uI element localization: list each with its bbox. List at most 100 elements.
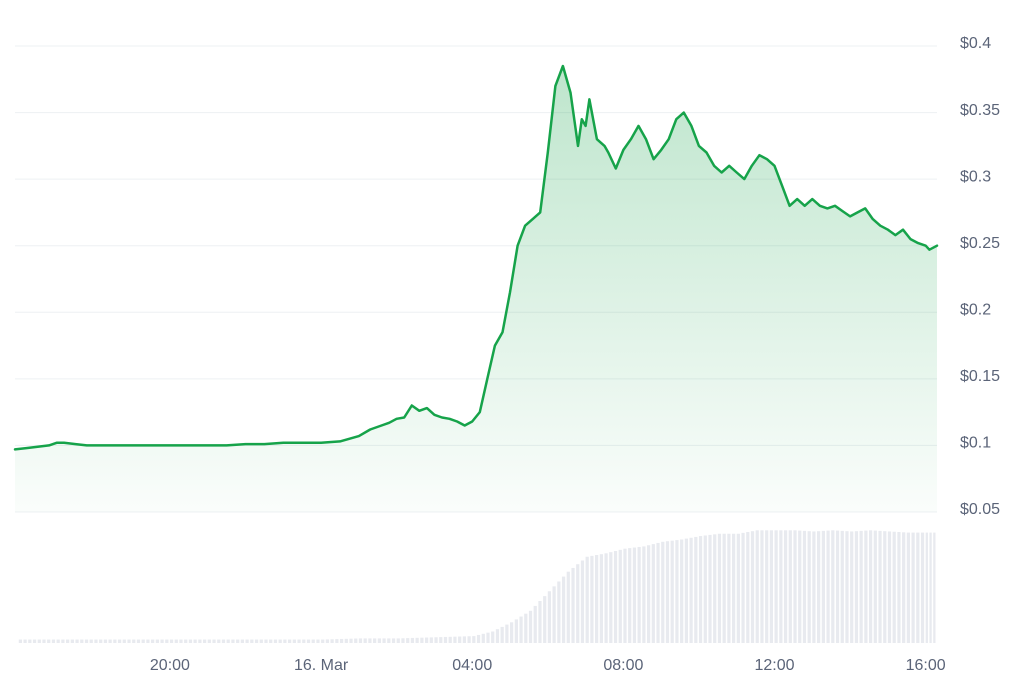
volume-bar bbox=[127, 639, 131, 643]
volume-bar bbox=[561, 576, 566, 643]
volume-bar bbox=[831, 530, 835, 643]
volume-bar bbox=[344, 638, 348, 643]
volume-bar bbox=[61, 639, 65, 643]
volume-bar bbox=[245, 639, 249, 643]
volume-bar bbox=[354, 638, 358, 643]
volume-bar bbox=[680, 539, 684, 643]
y-tick-label: $0.2 bbox=[960, 302, 991, 319]
volume-bar bbox=[887, 531, 892, 643]
price-line bbox=[13, 64, 939, 451]
volume-bar bbox=[155, 639, 159, 643]
volume-bar bbox=[448, 636, 452, 643]
volume-bar bbox=[99, 639, 103, 643]
volume-bar bbox=[694, 536, 698, 643]
volume-bar bbox=[51, 639, 56, 643]
volume-bar bbox=[510, 622, 514, 643]
volume-bar bbox=[169, 639, 174, 643]
volume-bar bbox=[505, 624, 509, 643]
volume-bar bbox=[349, 638, 353, 643]
volume-bar bbox=[486, 632, 490, 643]
volume-bar bbox=[202, 639, 207, 643]
volume-bar bbox=[429, 637, 433, 643]
volume-bar bbox=[420, 637, 424, 643]
volume-bar bbox=[75, 639, 79, 643]
volume-bar bbox=[732, 533, 736, 643]
volume-bar bbox=[160, 639, 164, 643]
volume-bar bbox=[472, 636, 476, 643]
volume-bar bbox=[528, 610, 533, 643]
volume-bar bbox=[273, 639, 278, 643]
volume-bar bbox=[689, 537, 693, 643]
x-tick-label: 16:00 bbox=[906, 657, 946, 674]
volume-bar bbox=[590, 555, 594, 643]
volume-bar bbox=[23, 639, 27, 643]
volume-bar bbox=[911, 532, 915, 643]
volume-bar bbox=[646, 545, 651, 643]
volume-bar bbox=[722, 533, 726, 643]
volume-bar bbox=[264, 639, 268, 643]
volume-bar bbox=[250, 639, 254, 643]
price-series-line bbox=[13, 64, 939, 451]
volume-bar bbox=[698, 536, 703, 643]
volume-bar bbox=[188, 639, 193, 643]
volume-bar bbox=[18, 639, 23, 643]
volume-bar bbox=[609, 552, 613, 643]
volume-bar bbox=[547, 591, 552, 643]
volume-bar bbox=[788, 530, 792, 643]
volume-bar bbox=[557, 581, 561, 643]
volume-bar bbox=[769, 530, 774, 643]
volume-bar bbox=[141, 639, 145, 643]
y-tick-label: $0.35 bbox=[960, 102, 1000, 119]
volume-bar bbox=[278, 639, 282, 643]
volume-bar bbox=[207, 639, 211, 643]
volume-bar bbox=[859, 530, 863, 643]
volume-bar bbox=[741, 532, 745, 643]
volume-bar bbox=[321, 639, 325, 643]
volume-bar bbox=[184, 639, 188, 643]
volume-bar bbox=[66, 639, 70, 643]
volume-bar bbox=[80, 639, 84, 643]
volume-bar bbox=[519, 616, 523, 643]
volume-bar bbox=[599, 554, 603, 643]
volume-bar bbox=[656, 542, 660, 643]
volume-bar bbox=[491, 631, 495, 643]
volume-bar bbox=[240, 639, 244, 643]
volume-bar bbox=[864, 530, 868, 643]
volume-bar bbox=[212, 639, 216, 643]
y-tick-label: $0.4 bbox=[960, 35, 991, 52]
volume-bar bbox=[920, 532, 925, 643]
volume-bar bbox=[325, 639, 330, 643]
volume-bar bbox=[89, 639, 93, 643]
volume-bar bbox=[835, 530, 840, 643]
volume-bar bbox=[179, 639, 183, 643]
volume-bar bbox=[462, 636, 466, 643]
volume-bar bbox=[916, 532, 920, 643]
volume-bar bbox=[387, 638, 391, 643]
volume-bar bbox=[406, 638, 410, 643]
volume-bar bbox=[396, 638, 400, 643]
volume-bar bbox=[897, 532, 901, 643]
x-tick-label: 20:00 bbox=[150, 657, 190, 674]
volume-bar bbox=[661, 541, 665, 643]
volume-bar bbox=[538, 601, 542, 643]
volume-bar bbox=[476, 634, 481, 643]
volume-bar bbox=[28, 639, 32, 643]
volume-bar bbox=[165, 639, 169, 643]
volume-bar bbox=[335, 639, 339, 643]
volume-bar bbox=[84, 639, 89, 643]
volume-bar bbox=[339, 638, 344, 643]
volume-bar bbox=[675, 540, 679, 643]
volume-bar bbox=[812, 531, 816, 643]
volume-bar bbox=[703, 535, 707, 643]
volume-bar bbox=[736, 533, 740, 643]
volume-bar bbox=[755, 530, 759, 643]
volume-bar bbox=[236, 639, 240, 643]
volume-bar bbox=[571, 567, 575, 643]
volume-bar bbox=[193, 639, 197, 643]
volume-bar bbox=[47, 639, 51, 643]
volume-bar bbox=[288, 639, 292, 643]
volume-bar bbox=[382, 638, 386, 643]
x-tick-label: 04:00 bbox=[452, 657, 492, 674]
volume-bar bbox=[717, 533, 722, 643]
volume-bar bbox=[807, 531, 811, 643]
